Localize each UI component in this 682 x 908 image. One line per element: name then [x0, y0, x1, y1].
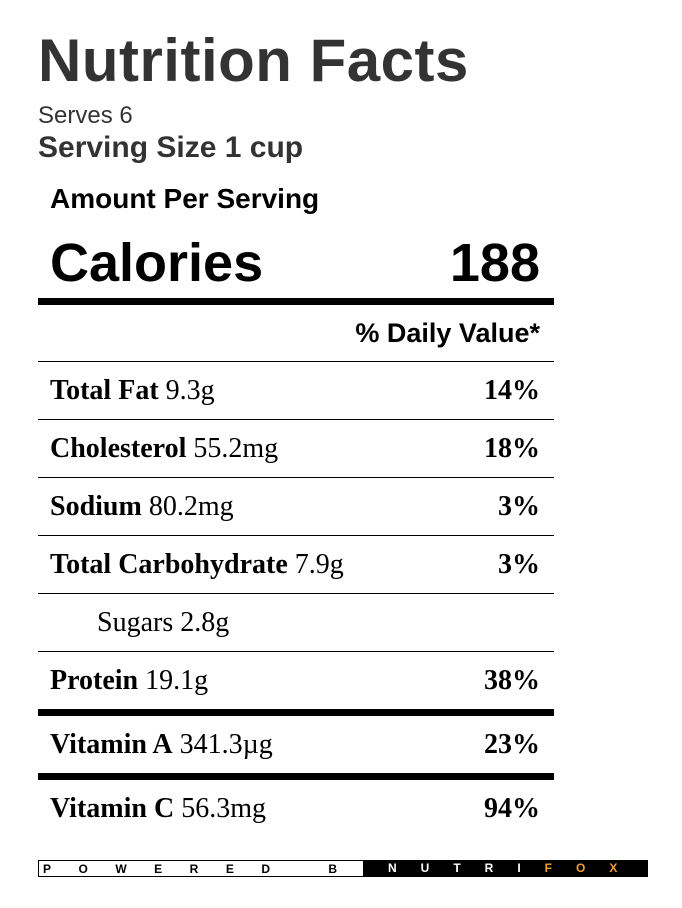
calories-row: Calories 188 [38, 236, 554, 305]
nutrient-row-cholesterol: Cholesterol 55.2mg 18% [38, 420, 554, 478]
powered-by-footer[interactable]: POWERED BY NUTRIFOX [38, 860, 648, 877]
nutrient-daily-value: 3% [498, 490, 540, 522]
nutrient-row-protein: Protein 19.1g 38% [38, 652, 554, 716]
nutrient-name-amount: Cholesterol 55.2mg [50, 433, 278, 465]
serves-text: Serves 6 [38, 102, 133, 129]
brand-nutri: NUTRI [388, 861, 545, 875]
nutrient-row-sodium: Sodium 80.2mg 3% [38, 478, 554, 536]
nutrient-amount: 2.8g [180, 606, 230, 638]
nutrient-name-amount: Total Fat 9.3g [50, 375, 215, 407]
nutrient-name-amount: Vitamin C 56.3mg [50, 793, 266, 825]
nutrient-name-amount: Vitamin A 341.3µg [50, 729, 273, 761]
nutrient-row-total-carbohydrate: Total Carbohydrate 7.9g 3% [38, 536, 554, 594]
nutrient-row-vitamin-a: Vitamin A 341.3µg 23% [38, 716, 554, 780]
nutrient-row-sugars: Sugars 2.8g [38, 594, 554, 652]
powered-by-text: POWERED BY [38, 860, 364, 877]
nutrient-name: Vitamin C [50, 792, 175, 824]
nutrient-row-total-fat: Total Fat 9.3g 14% [38, 362, 554, 420]
nutrient-amount: 9.3g [165, 374, 215, 406]
nutrient-amount: 56.3mg [181, 792, 266, 824]
nutrient-name-amount: Sodium 80.2mg [50, 491, 234, 523]
nutrient-name: Protein [50, 664, 139, 696]
calories-value: 188 [449, 233, 540, 293]
nutrient-name-amount: Protein 19.1g [50, 665, 208, 697]
daily-value-header: % Daily Value* [38, 305, 554, 362]
nutrient-amount: 80.2mg [148, 490, 234, 522]
nutrient-daily-value: 3% [498, 548, 540, 580]
nutrient-name: Total Fat [50, 374, 159, 406]
nutrient-daily-value: 94% [484, 792, 540, 824]
nutrient-daily-value: 14% [484, 374, 540, 406]
nutrient-daily-value: 38% [484, 664, 540, 696]
nutrition-label: Nutrition Facts Serves 6 Serving Size 1 … [38, 25, 554, 837]
nutrient-name-amount: Sugars 2.8g [97, 607, 229, 639]
nutrient-name: Sodium [50, 490, 142, 522]
nutrient-amount: 7.9g [294, 548, 344, 580]
nutrient-amount: 55.2mg [193, 432, 279, 464]
nutrient-name: Cholesterol [50, 432, 187, 464]
nutrifox-logo[interactable]: NUTRIFOX [364, 860, 648, 877]
nutrient-name: Total Carbohydrate [50, 548, 288, 580]
nutrient-daily-value: 23% [484, 728, 540, 760]
calories-label: Calories [50, 233, 264, 293]
brand-fox: FOX [544, 861, 642, 875]
nutrient-amount: 341.3µg [179, 728, 273, 760]
serving-size-text: Serving Size 1 cup [38, 131, 304, 164]
nutrient-name-amount: Total Carbohydrate 7.9g [50, 549, 344, 581]
nutrient-name: Vitamin A [50, 728, 173, 760]
nutrient-amount: 19.1g [145, 664, 209, 696]
nutrient-daily-value: 18% [484, 432, 540, 464]
nutrient-row-vitamin-c: Vitamin C 56.3mg 94% [38, 780, 554, 837]
amount-per-serving-heading: Amount Per Serving [50, 183, 320, 214]
page-title: Nutrition Facts [38, 27, 469, 94]
nutrient-name: Sugars [97, 606, 174, 638]
